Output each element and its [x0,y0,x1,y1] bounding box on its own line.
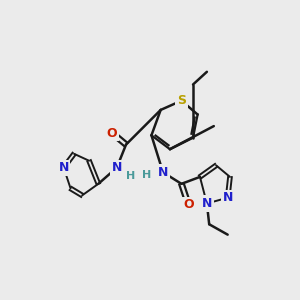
Text: H: H [142,169,152,180]
Text: O: O [183,198,194,211]
Text: N: N [158,166,168,179]
Text: N: N [58,161,69,174]
Text: S: S [177,94,186,107]
Text: N: N [112,161,122,174]
Text: N: N [202,197,212,210]
Text: H: H [126,171,135,181]
Text: O: O [107,127,118,140]
Text: N: N [223,191,233,204]
